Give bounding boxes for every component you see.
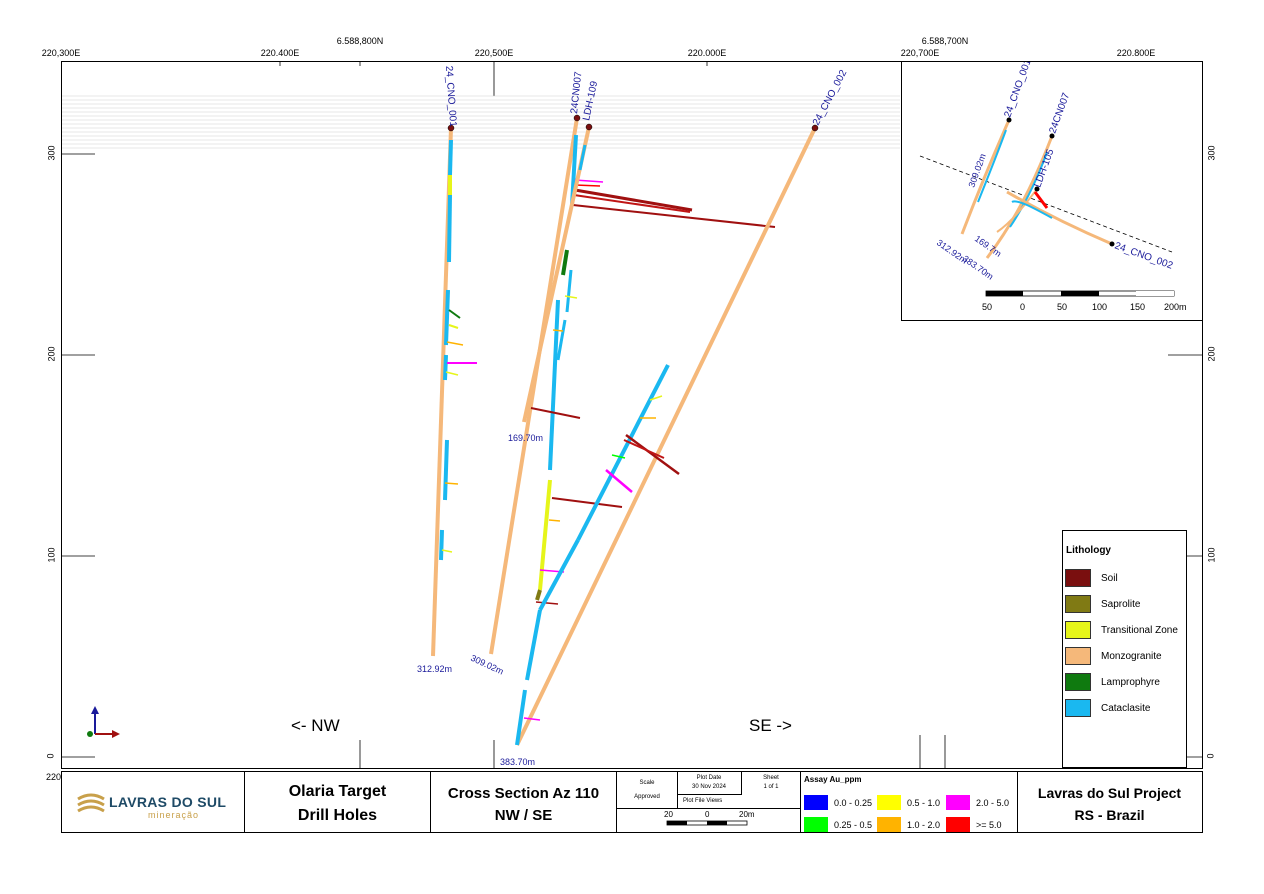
easting-label: 220,500E [474, 48, 514, 58]
legend-label: Transitional Zone [1101, 624, 1178, 636]
sheet-value: 1 of 1 [763, 784, 779, 790]
depth-label: 169.70m [508, 433, 543, 443]
inset-scale-label: 50 [1057, 302, 1067, 312]
legend-swatch [1065, 699, 1091, 717]
project-title: Lavras do Sul Project [1037, 785, 1182, 801]
title-block: LAVRAS DO SUL mineração Olaria Target Dr… [61, 771, 1203, 833]
approved-label: Approved [634, 794, 660, 800]
plot-info-cell: Scale Approved Plot Date 30 Nov 2024 She… [617, 772, 801, 832]
logo-text: LAVRAS DO SUL [109, 794, 227, 810]
easting-label: 220,300E [41, 48, 81, 58]
plot-date-label: Plot Date [696, 775, 722, 781]
assay-cell: Assay Au_ppm 0.0 - 0.25 0.5 - 1.0 2.0 - … [801, 772, 1018, 832]
legend-swatch [1065, 569, 1091, 587]
inset-depth-label: 383.70m [961, 253, 995, 281]
inset-scale-label: 150 [1130, 302, 1145, 312]
legend-label: Cataclasite [1101, 702, 1151, 714]
easting-label: 220,700E [900, 48, 940, 58]
topography-hatch [62, 95, 900, 149]
direction-nw-label: <- NW [291, 716, 340, 735]
legend-title: Lithology [1066, 545, 1111, 556]
axis-symbol-icon [87, 706, 120, 738]
depth-label: 312.92m [417, 664, 452, 674]
direction-se-label: SE -> [749, 716, 792, 735]
legend-label: Soil [1101, 572, 1118, 584]
assay-swatch [946, 817, 970, 832]
legend-item-transitional-zone: Transitional Zone [1065, 620, 1178, 640]
inset-hole-label: 24_CNO_002 [1113, 240, 1175, 271]
section-title: Cross Section Az 110 [447, 785, 600, 802]
inset-scale-label: 0 [1020, 302, 1025, 312]
assay-swatch [877, 817, 901, 832]
legend-swatch [1065, 673, 1091, 691]
target-subtitle: Drill Holes [297, 807, 378, 824]
section-frame [61, 61, 1203, 769]
plot-date-value: 30 Nov 2024 [691, 784, 727, 790]
northing-label: 6.588,800N [336, 36, 384, 46]
legend-label: Saprolite [1101, 598, 1141, 610]
plot-file-label: Plot File Views [683, 798, 723, 804]
legend-item-cataclasite: Cataclasite [1065, 698, 1150, 718]
target-title: Olaria Target [288, 783, 387, 800]
title-scale-bar [666, 820, 748, 826]
legend-item-saprolite: Saprolite [1065, 594, 1140, 614]
assay-swatch [946, 795, 970, 810]
legend-label: Lamprophyre [1101, 676, 1160, 688]
scalebar-label: 0 [705, 810, 710, 819]
logo-subtext: mineração [148, 810, 200, 820]
assay-item: 0.5 - 1.0 [877, 795, 940, 810]
inset-plan-map: 24_CNO_001 24CN007 LDH-105 24_CNO_002 31… [901, 57, 1203, 321]
scalebar-label: 20 [664, 810, 673, 819]
inset-hole-label: 24CN007 [1047, 91, 1072, 135]
inset-scale-label: 200m [1164, 302, 1187, 312]
inset-hole-label: LDH-105 [1032, 147, 1056, 189]
legend-item-monzogranite: Monzogranite [1065, 646, 1162, 666]
easting-label: 220.400E [260, 48, 300, 58]
inset-canvas: 24_CNO_001 24CN007 LDH-105 24_CNO_002 31… [919, 57, 1187, 312]
northing-label: 6.588,700N [921, 36, 969, 46]
corner-label: 220 [46, 772, 62, 782]
section-cell: Cross Section Az 110 NW / SE [431, 772, 617, 832]
legend-swatch [1065, 647, 1091, 665]
section-subtitle: NW / SE [494, 807, 553, 824]
inset-scale-label: 50 [982, 302, 992, 312]
inset-hole-label: 24_CNO_001 [1002, 62, 1033, 119]
drill-hole-24cn007: 24CN007 309.02m [469, 71, 776, 677]
logo-icon [77, 793, 105, 813]
depth-label: 383.70m [500, 757, 535, 767]
sheet-label: Sheet [763, 775, 779, 781]
legend-swatch [1065, 621, 1091, 639]
legend-swatch [1065, 595, 1091, 613]
assay-item: >= 5.0 [946, 817, 1002, 832]
scale-label: Scale [639, 780, 655, 786]
assay-item: 2.0 - 5.0 [946, 795, 1009, 810]
hole-label: 24CN007 [569, 71, 584, 115]
inset-scale-label: 100 [1092, 302, 1107, 312]
inset-scale-bar [985, 290, 1175, 297]
assay-swatch [877, 795, 901, 810]
assay-item: 0.0 - 0.25 [804, 795, 872, 810]
easting-label: 220.000E [687, 48, 727, 58]
legend-label: Monzogranite [1101, 650, 1162, 662]
assay-swatch [804, 817, 828, 832]
easting-label: 220.800E [1116, 48, 1156, 58]
legend-item-soil: Soil [1065, 568, 1118, 588]
legend-item-lamprophyre: Lamprophyre [1065, 672, 1160, 692]
project-subtitle: RS - Brazil [1074, 807, 1145, 823]
project-cell: Lavras do Sul Project RS - Brazil [1018, 772, 1201, 832]
assay-swatch [804, 795, 828, 810]
lithology-legend: Lithology Soil Saprolite Transitional Zo… [1062, 530, 1187, 768]
hole-label: 24_CNO_001 [443, 65, 458, 127]
drill-hole-24-cno-001: 24_CNO_001 312.92m [417, 65, 477, 674]
assay-title: Assay Au_ppm [804, 775, 862, 784]
assay-item: 0.25 - 0.5 [804, 817, 872, 832]
section-line [919, 155, 1173, 253]
target-cell: Olaria Target Drill Holes [245, 772, 431, 832]
scalebar-label: 20m [739, 810, 755, 819]
logo-cell: LAVRAS DO SUL mineração [62, 772, 245, 832]
assay-item: 1.0 - 2.0 [877, 817, 940, 832]
